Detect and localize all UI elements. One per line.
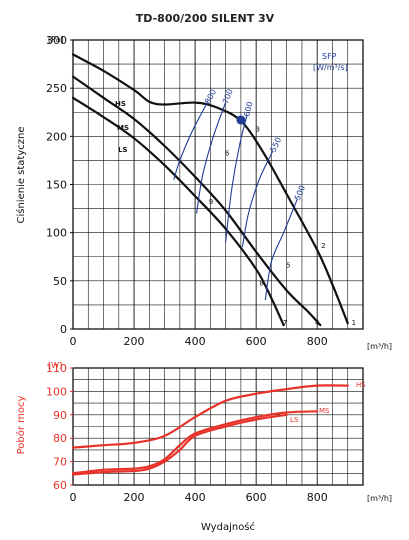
power-x-tick-label: 600	[246, 491, 267, 504]
point-label-5: 5	[286, 261, 290, 269]
power-unit: [W]	[48, 361, 62, 370]
pressure-y-tick-label: 200	[46, 130, 67, 143]
sfp-curve-700	[196, 102, 227, 214]
pressure-labels: 0 200 400 600 800 0 50 100 150 200 250 300 HS MS LS 1 2 3…	[46, 34, 356, 348]
point-label-1: 1	[352, 319, 356, 327]
pressure-x-tick-label: 400	[185, 335, 206, 348]
sfp-curve-500	[264, 198, 298, 301]
sfp-curve-800	[173, 102, 208, 180]
pressure-series-ms	[71, 75, 322, 327]
pressure-grid	[70, 39, 364, 330]
pressure-series-label-ms: MS	[117, 124, 129, 132]
pressure-y-label: Ciśnienie statyczne	[15, 126, 27, 223]
point-label-9: 9	[209, 198, 213, 206]
power-grid	[70, 367, 364, 486]
pressure-y-tick-label: 0	[60, 323, 67, 336]
pressure-y-tick-label: 250	[46, 82, 67, 95]
pressure-y-tick-label: 50	[53, 275, 67, 288]
sfp-curve-label-500: 500	[293, 184, 307, 202]
power-y-label: Pobór mocy	[15, 396, 27, 455]
sfp-label: SFP	[322, 52, 337, 61]
pressure-x-tick-label: 800	[307, 335, 328, 348]
sfp-curve-label-700: 700	[221, 88, 235, 105]
pressure-y-tick-label: 300	[46, 34, 67, 47]
power-y-tick-label: 90	[53, 409, 67, 422]
point-label-4: 4	[315, 319, 320, 327]
point-label-8: 8	[259, 280, 263, 288]
power-y-tick-label: 60	[53, 479, 67, 492]
sfp-curve-label-550: 550	[269, 136, 284, 154]
point-label-6: 6	[225, 150, 230, 158]
sfp-curves: 800 700 600 550 500	[173, 88, 307, 301]
power-y-tick-label: 100	[46, 385, 67, 398]
point-label-3: 3	[255, 126, 259, 134]
operating-point-marker	[236, 115, 246, 125]
pressure-series-label-hs: HS	[115, 100, 126, 108]
power-x-tick-label: 400	[185, 491, 206, 504]
pressure-curves	[71, 53, 349, 327]
power-y-tick-label: 110	[46, 362, 67, 375]
power-series-ls	[71, 413, 288, 476]
power-series-label-ls: LS	[290, 416, 299, 424]
point-label-2: 2	[321, 242, 325, 250]
power-labels: 0 200 400 600 800 60 70 80 90 100 110 HS MS LS	[46, 362, 366, 504]
pressure-y-tick-label: 100	[46, 227, 67, 240]
pressure-y-tick-label: 150	[46, 179, 67, 192]
pressure-x-tick-label: 0	[70, 335, 77, 348]
pressure-series-hs	[71, 53, 349, 325]
point-label-7: 7	[283, 319, 287, 327]
sfp-curve-label-800: 800	[203, 88, 218, 106]
chart-title: TD-800/200 SILENT 3V	[136, 12, 275, 25]
power-series-label-ms: MS	[319, 407, 330, 415]
sfp-curve-label-600: 600	[242, 101, 254, 118]
sfp-unit: [W/m³/s]	[313, 63, 348, 72]
power-x-tick-label: 200	[124, 491, 145, 504]
pressure-series-label-ls: LS	[118, 146, 128, 154]
power-series-hs	[71, 384, 349, 449]
pressure-unit: [Pa]	[48, 35, 64, 44]
sfp-curve-600	[225, 114, 248, 243]
pressure-x-tick-label: 200	[124, 335, 145, 348]
power-series-label-hs: HS	[356, 381, 366, 389]
power-x-tick-label: 800	[307, 491, 328, 504]
power-series-ms	[71, 410, 319, 475]
sfp-curve-550	[241, 150, 274, 248]
power-curves	[71, 384, 349, 476]
power-y-tick-label: 70	[53, 456, 67, 469]
power-x-tick-label: 0	[70, 491, 77, 504]
x-axis-label: Wydajność	[201, 521, 255, 533]
pressure-series-ls	[71, 96, 285, 327]
power-y-tick-label: 80	[53, 432, 67, 445]
pressure-x-unit: [m³/h]	[367, 342, 392, 351]
power-x-unit: [m³/h]	[367, 494, 392, 503]
pressure-x-tick-label: 600	[246, 335, 267, 348]
